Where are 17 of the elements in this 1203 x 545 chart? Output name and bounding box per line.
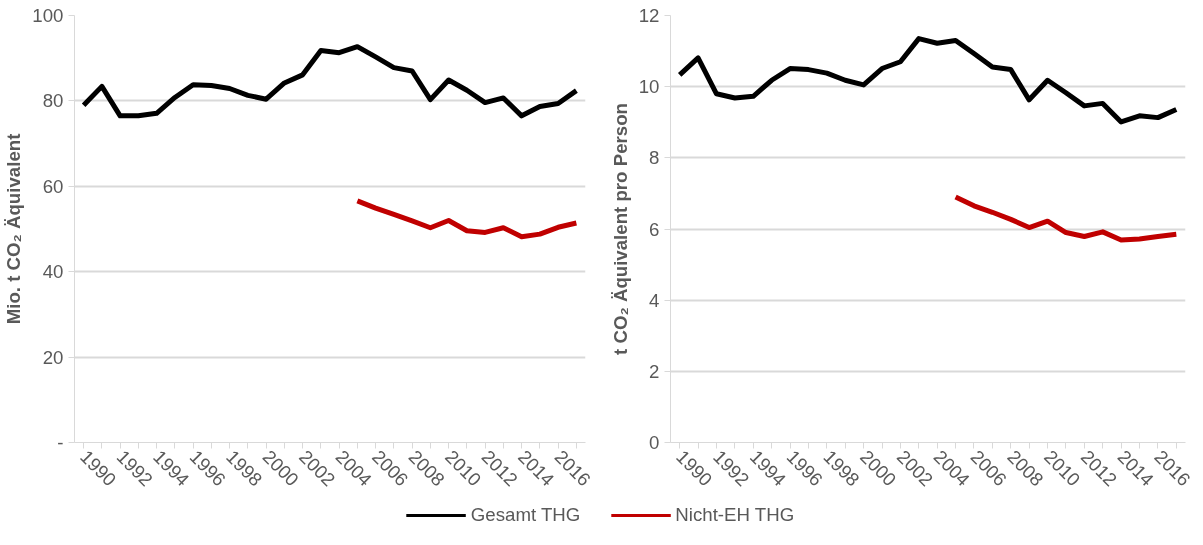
y-tick-label: 4 bbox=[649, 289, 660, 311]
y-tick-label: 80 bbox=[42, 90, 64, 112]
y-axis-title: t CO₂ Äquivalent pro Person bbox=[609, 103, 631, 355]
y-tick-label: 8 bbox=[649, 147, 660, 169]
y-tick-label: 12 bbox=[638, 5, 660, 26]
y-tick-label: 100 bbox=[32, 5, 64, 26]
legend-label: Nicht-EH THG bbox=[675, 504, 795, 526]
y-tick-label: 40 bbox=[42, 261, 64, 283]
y-axis-title: Mio. t CO₂ Äquivalent bbox=[3, 133, 25, 325]
y-tick-label: 0 bbox=[649, 432, 660, 453]
y-tick-label: 10 bbox=[638, 76, 660, 98]
y-tick-label: 6 bbox=[649, 218, 660, 240]
y-tick-label: - bbox=[57, 432, 64, 453]
y-tick-label: 20 bbox=[42, 346, 64, 368]
y-tick-label: 60 bbox=[42, 175, 64, 197]
y-tick-label: 2 bbox=[649, 360, 660, 382]
legend-label: Gesamt THG bbox=[470, 504, 581, 526]
